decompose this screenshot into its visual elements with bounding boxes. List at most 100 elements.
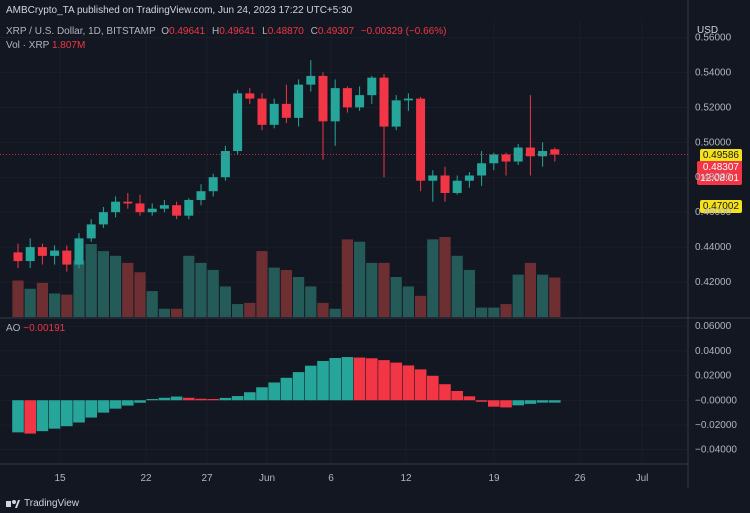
ao-bar (366, 358, 378, 401)
candle-body (25, 247, 35, 262)
candle-body (62, 250, 72, 265)
candle-body (159, 205, 169, 209)
open-label: O (161, 26, 170, 37)
symbol-ohlc-line: XRP / U.S. Dollar, 1D, BITSTAMP O0.49641… (6, 26, 450, 37)
symbol-name[interactable]: XRP / U.S. Dollar, 1D, BITSTAMP (6, 26, 156, 37)
ao-bar (329, 358, 341, 401)
ao-bar (134, 400, 146, 403)
volume-label[interactable]: Vol · XRP (6, 40, 50, 51)
time-tick-label: 22 (140, 473, 152, 484)
ao-label[interactable]: AO (6, 323, 21, 334)
ao-bar (402, 365, 415, 401)
volume-bar (97, 251, 109, 317)
candle-body (98, 212, 108, 225)
candle-body (440, 175, 450, 193)
candle-body (416, 98, 426, 181)
ao-value: −0.00191 (23, 323, 66, 334)
candle-body (538, 151, 548, 157)
ao-bar (244, 392, 256, 401)
last-price-value: 0.48307 (702, 162, 739, 173)
ao-bar (512, 400, 524, 406)
time-tick-label: Jun (259, 473, 275, 484)
volume-bar (268, 267, 280, 317)
candle-body (269, 103, 279, 125)
volume-bar (183, 255, 195, 317)
candle-body (318, 75, 328, 122)
candle-body (184, 199, 194, 216)
ao-bar (390, 362, 402, 401)
ao-bar (536, 400, 549, 403)
tradingview-logo[interactable]: TradingView (6, 498, 79, 509)
ao-tick-label: 0.04000 (695, 346, 732, 357)
candle-body (208, 177, 218, 192)
price-tick-label: 0.42000 (695, 277, 732, 288)
ao-bar (292, 372, 305, 401)
volume-bar (158, 308, 170, 317)
ao-bar (414, 369, 427, 401)
volume-bar (280, 269, 292, 317)
ao-bar (109, 400, 122, 409)
volume-bar (256, 251, 268, 317)
candle-body (452, 180, 462, 193)
close-value: 0.49307 (317, 26, 355, 37)
candle-body (428, 175, 438, 181)
volume-bar (122, 262, 134, 317)
ao-bar (146, 399, 158, 401)
price-tick-label: 0.46000 (695, 207, 732, 218)
bar-countdown: 12:08:01 (700, 173, 739, 184)
ao-bar (122, 400, 134, 406)
time-tick-label: 27 (201, 473, 213, 484)
candle-body (355, 95, 365, 108)
ao-bar (219, 397, 232, 401)
ao-bar (463, 396, 476, 401)
candle-body (379, 77, 389, 127)
candle-body (233, 93, 243, 152)
candle-body (123, 201, 133, 204)
ao-bar (524, 400, 537, 404)
volume-bar (549, 277, 561, 317)
candle-body (172, 205, 182, 216)
last-price-label: 0.48307 12:08:01 (697, 161, 742, 185)
candle-body (245, 93, 255, 99)
time-tick-label: 19 (488, 473, 500, 484)
candle-body (367, 77, 377, 96)
tradingview-logo-icon (6, 499, 20, 508)
ao-bar (61, 400, 73, 427)
volume-bar (171, 308, 183, 317)
ao-bar (268, 382, 280, 401)
ao-legend: AO −0.00191 (6, 323, 69, 334)
volume-bar (293, 277, 305, 317)
candle-body (37, 247, 47, 256)
price-tick-label: 0.48000 (695, 172, 732, 183)
volume-bar (439, 237, 451, 317)
ao-bar (73, 400, 85, 423)
candle-body (391, 100, 401, 127)
volume-bar (354, 241, 366, 317)
volume-bar (85, 244, 97, 317)
candle-body (525, 147, 535, 157)
candle-body (86, 224, 96, 239)
logo-text: TradingView (24, 498, 80, 509)
volume-legend: Vol · XRP 1.807M (6, 40, 89, 51)
ao-bar (378, 360, 390, 401)
time-tick-label: 12 (400, 473, 412, 484)
ao-bar (12, 400, 24, 433)
volume-bar (146, 291, 158, 317)
candle-body (489, 154, 499, 164)
candle-body (464, 175, 474, 181)
time-tick-label: Jul (636, 473, 649, 484)
candle-body (513, 147, 523, 162)
ao-bar (85, 400, 97, 418)
volume-bar (317, 302, 329, 317)
volume-bar (341, 239, 353, 317)
ao-bar (439, 384, 451, 401)
ao-bar (500, 400, 512, 408)
low-value: 0.48870 (267, 26, 304, 37)
price-label-low: 0.47002 (699, 200, 742, 213)
price-tick-label: 0.54000 (695, 67, 732, 78)
candle-body (111, 201, 121, 213)
change-value: −0.00329 (−0.66%) (360, 26, 447, 37)
candle-body (330, 88, 340, 122)
volume-bar (402, 286, 414, 317)
